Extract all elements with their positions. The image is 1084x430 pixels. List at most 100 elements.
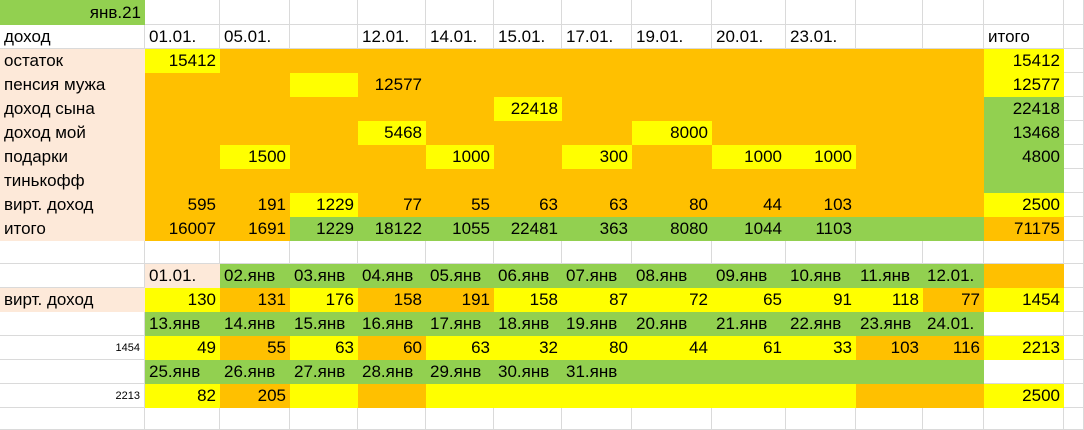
cell: 15412 <box>145 49 220 73</box>
cell <box>632 169 712 193</box>
cell <box>145 169 220 193</box>
cell: 26.янв <box>220 360 290 384</box>
cell: 80 <box>632 193 712 217</box>
cell: остаток <box>0 49 145 73</box>
cell <box>923 97 984 121</box>
cell: подарки <box>0 145 145 169</box>
cell: доход сына <box>0 97 145 121</box>
cell <box>1064 97 1084 121</box>
cell: 22418 <box>984 97 1064 121</box>
cell <box>220 0 290 25</box>
cell <box>712 360 786 384</box>
cell: пенсия мужа <box>0 73 145 97</box>
cell <box>923 169 984 193</box>
cell <box>786 360 856 384</box>
cell: 1000 <box>786 145 856 169</box>
cell: 13.янв <box>145 312 220 336</box>
cell <box>426 384 494 408</box>
cell: 191 <box>426 288 494 312</box>
cell: 25.янв <box>145 360 220 384</box>
cell <box>786 384 856 408</box>
cell: 12577 <box>984 73 1064 97</box>
cell <box>856 193 923 217</box>
cell <box>290 384 358 408</box>
cell <box>562 73 632 97</box>
cell <box>494 145 562 169</box>
cell: доход <box>0 25 145 49</box>
cell <box>632 408 712 430</box>
cell <box>1064 312 1084 336</box>
cell <box>984 360 1064 384</box>
cell <box>984 169 1064 193</box>
cell: 63 <box>290 336 358 360</box>
cell: 158 <box>494 288 562 312</box>
cell <box>562 384 632 408</box>
cell: 103 <box>856 336 923 360</box>
cell: 06.янв <box>494 264 562 288</box>
cell <box>426 169 494 193</box>
cell: 32 <box>494 336 562 360</box>
cell: 61 <box>712 336 786 360</box>
cell: 11.янв <box>856 264 923 288</box>
cell <box>923 360 984 384</box>
cell <box>562 169 632 193</box>
cell <box>1064 241 1084 264</box>
cell: 176 <box>290 288 358 312</box>
cell <box>0 241 145 264</box>
cell: 09.янв <box>712 264 786 288</box>
cell <box>494 121 562 145</box>
cell <box>632 0 712 25</box>
cell <box>494 408 562 430</box>
cell <box>712 97 786 121</box>
cell: 72 <box>632 288 712 312</box>
cell: 03.янв <box>290 264 358 288</box>
cell <box>1064 73 1084 97</box>
cell: доход мой <box>0 121 145 145</box>
cell <box>145 121 220 145</box>
cell <box>1064 408 1084 430</box>
cell <box>856 241 923 264</box>
cell: 22418 <box>494 97 562 121</box>
cell <box>145 145 220 169</box>
cell: 19.янв <box>562 312 632 336</box>
cell <box>494 241 562 264</box>
cell: 2213 <box>0 384 145 408</box>
cell: 12577 <box>358 73 426 97</box>
cell: 2500 <box>984 384 1064 408</box>
cell <box>856 25 923 49</box>
cell <box>562 97 632 121</box>
cell <box>856 217 923 241</box>
cell: итого <box>984 25 1064 49</box>
cell: 29.янв <box>426 360 494 384</box>
cell: 55 <box>220 336 290 360</box>
cell: 77 <box>358 193 426 217</box>
cell: 15412 <box>984 49 1064 73</box>
cell <box>712 408 786 430</box>
cell <box>290 169 358 193</box>
cell <box>426 73 494 97</box>
cell: 205 <box>220 384 290 408</box>
cell: 16007 <box>145 217 220 241</box>
cell: итого <box>0 217 145 241</box>
cell <box>562 49 632 73</box>
cell <box>632 73 712 97</box>
cell <box>145 0 220 25</box>
cell: 02.янв <box>220 264 290 288</box>
cell: 08.янв <box>632 264 712 288</box>
cell <box>562 0 632 25</box>
cell <box>145 241 220 264</box>
cell <box>712 121 786 145</box>
cell: 1055 <box>426 217 494 241</box>
cell <box>0 264 145 288</box>
cell: 1103 <box>786 217 856 241</box>
cell: 2500 <box>984 193 1064 217</box>
cell: 23.янв <box>856 312 923 336</box>
cell: 1229 <box>290 193 358 217</box>
cell <box>290 408 358 430</box>
cell <box>358 241 426 264</box>
cell: 131 <box>220 288 290 312</box>
cell: 71175 <box>984 217 1064 241</box>
cell <box>0 360 145 384</box>
cell <box>290 73 358 97</box>
